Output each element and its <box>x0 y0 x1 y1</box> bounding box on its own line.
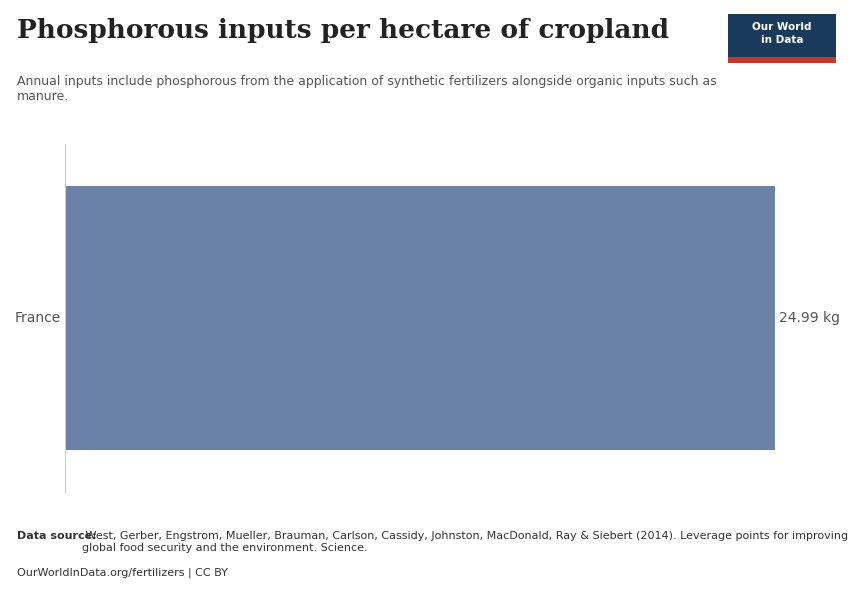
Text: OurWorldInData.org/fertilizers | CC BY: OurWorldInData.org/fertilizers | CC BY <box>17 567 228 577</box>
Text: Phosphorous inputs per hectare of cropland: Phosphorous inputs per hectare of cropla… <box>17 18 669 43</box>
Text: Annual inputs include phosphorous from the application of synthetic fertilizers : Annual inputs include phosphorous from t… <box>17 75 717 103</box>
Text: West, Gerber, Engstrom, Mueller, Brauman, Carlson, Cassidy, Johnston, MacDonald,: West, Gerber, Engstrom, Mueller, Brauman… <box>82 531 848 553</box>
Bar <box>728 57 836 63</box>
Text: 24.99 kg: 24.99 kg <box>779 311 840 325</box>
Text: Our World
in Data: Our World in Data <box>752 22 812 45</box>
Bar <box>65 186 775 450</box>
Text: France: France <box>14 311 61 325</box>
Text: Data source:: Data source: <box>17 531 97 541</box>
